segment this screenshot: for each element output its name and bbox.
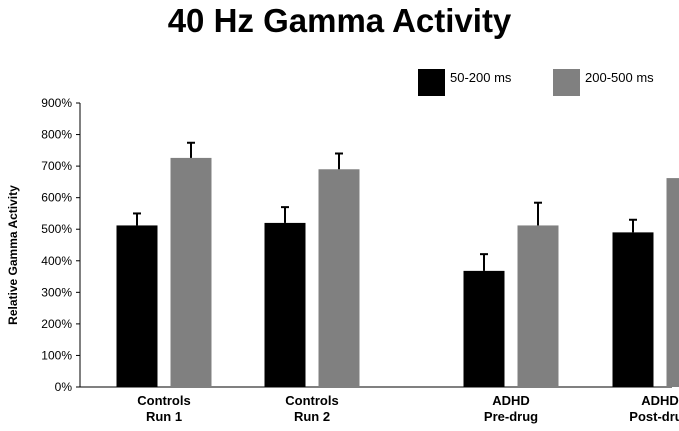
bar-series2 <box>318 169 360 387</box>
legend-label: 50-200 ms <box>450 70 512 85</box>
chart-title: 40 Hz Gamma Activity <box>167 2 512 39</box>
bar-series2 <box>517 225 559 387</box>
x-category-label: ADHD <box>492 393 530 408</box>
bar-series1 <box>264 222 306 387</box>
y-tick-label: 600% <box>41 191 72 205</box>
x-category-label: Run 1 <box>146 409 182 424</box>
x-category-label: Controls <box>137 393 190 408</box>
bar-series1 <box>463 270 505 387</box>
y-tick-label: 800% <box>41 128 72 142</box>
y-tick-label: 900% <box>41 96 72 110</box>
y-axis-label: Relative Gamma Activity <box>6 185 20 325</box>
y-tick-label: 400% <box>41 254 72 268</box>
y-tick-label: 700% <box>41 159 72 173</box>
legend-label: 200-500 ms <box>585 70 654 85</box>
y-tick-label: 300% <box>41 285 72 299</box>
y-tick-label: 500% <box>41 222 72 236</box>
x-category-label: Post-drug <box>629 409 679 424</box>
bar-series2 <box>170 157 212 387</box>
y-tick-label: 0% <box>55 380 73 394</box>
bar-series1 <box>116 225 158 387</box>
y-tick-label: 100% <box>41 348 72 362</box>
x-category-label: Run 2 <box>294 409 330 424</box>
bar-series1 <box>612 232 654 387</box>
x-category-label: ADHD <box>641 393 679 408</box>
x-category-label: Controls <box>285 393 338 408</box>
legend-swatch <box>553 69 580 96</box>
legend-swatch <box>418 69 445 96</box>
bar-series2 <box>666 178 679 387</box>
x-category-label: Pre-drug <box>484 409 538 424</box>
y-tick-label: 200% <box>41 317 72 331</box>
